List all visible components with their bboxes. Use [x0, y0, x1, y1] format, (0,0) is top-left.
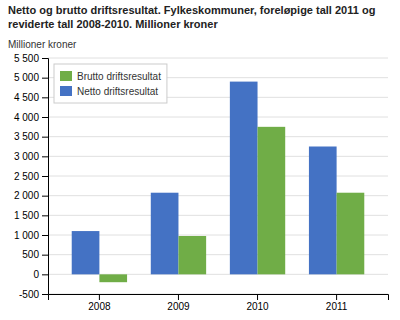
- x-tick-label: 2008: [88, 301, 111, 312]
- y-tick-label: 0: [33, 269, 39, 280]
- y-axis-line: [42, 59, 49, 295]
- y-tick-mark: [42, 78, 48, 79]
- x-tick-mark: [257, 294, 258, 300]
- y-tick: 2 000: [14, 190, 48, 201]
- bar-series: [99, 127, 364, 282]
- x-tick-mark: [336, 294, 337, 300]
- y-tick: 5 000: [14, 72, 48, 83]
- bar: [178, 236, 206, 274]
- title-line: Netto og brutto driftsresultat. Fylkesko…: [8, 4, 375, 16]
- y-tick-mark: [42, 117, 48, 118]
- y-tick-mark: [42, 156, 48, 157]
- legend-swatch: [60, 86, 72, 96]
- y-tick: 5 500: [14, 53, 48, 64]
- x-tick-label: 2011: [326, 301, 348, 312]
- x-axis-line: [49, 295, 389, 301]
- x-tick: 2011: [326, 294, 348, 312]
- y-tick-label: 5 500: [14, 53, 39, 64]
- chart: Netto og brutto driftsresultat. Fylkesko…: [0, 0, 400, 320]
- grid-line: [48, 156, 388, 157]
- plot: -500 0 500 1 000 1 500 2 000 2 500 3 000 3 500 4 …: [14, 53, 389, 312]
- y-tick-mark: [42, 97, 48, 98]
- y-tick: 2 500: [14, 171, 48, 182]
- y-tick: 4 500: [14, 92, 48, 103]
- bar: [151, 193, 179, 275]
- legend-swatch: [60, 71, 72, 81]
- bar: [99, 274, 127, 282]
- x-tick-mark: [178, 294, 179, 300]
- bar: [72, 231, 100, 274]
- x-tick-label: 2009: [167, 301, 190, 312]
- y-tick: 500: [22, 249, 48, 260]
- x-tick: 2010: [246, 294, 269, 312]
- grid-line: [48, 136, 388, 137]
- y-tick-label: -500: [19, 289, 39, 300]
- y-tick-label: 3 000: [14, 151, 39, 162]
- x-tick-label: 2010: [246, 301, 269, 312]
- y-tick-label: 4 500: [14, 92, 39, 103]
- y-tick-mark: [42, 137, 48, 138]
- y-tick-label: 2 500: [14, 171, 39, 182]
- y-tick-mark: [42, 196, 48, 197]
- bar: [337, 193, 365, 275]
- y-tick: 0: [33, 269, 48, 280]
- y-tick: 3 500: [14, 131, 48, 142]
- y-tick-mark: [42, 215, 48, 216]
- grid: [48, 58, 388, 294]
- y-tick: 1 000: [14, 230, 48, 241]
- bar: [258, 127, 286, 275]
- bar-series: [72, 82, 337, 275]
- y-axis: -500 0 500 1 000 1 500 2 000 2 500 3 000 3 500 4 …: [14, 53, 49, 300]
- x-axis: 2008 2009 2010 2011: [49, 294, 389, 312]
- y-tick: -500: [19, 289, 48, 300]
- y-tick-label: 4 000: [14, 112, 39, 123]
- title-line: reviderte tall 2008-2010. Millioner kron…: [8, 18, 218, 30]
- grid-line: [48, 176, 388, 177]
- y-tick-label: 500: [22, 249, 39, 260]
- grid-line: [48, 117, 388, 118]
- grid-line: [48, 58, 388, 59]
- x-tick: 2009: [167, 294, 190, 312]
- y-tick: 3 000: [14, 151, 48, 162]
- y-tick: 4 000: [14, 112, 48, 123]
- bar: [309, 147, 337, 275]
- title: Netto og brutto driftsresultat. Fylkesko…: [8, 4, 375, 30]
- y-tick-label: 1 000: [14, 230, 39, 241]
- y-tick-label: 5 000: [14, 72, 39, 83]
- y-tick-mark: [42, 176, 48, 177]
- legend-box: [54, 64, 167, 103]
- legend: Brutto driftsresultat Netto driftsresulta…: [54, 64, 167, 103]
- bars: [72, 82, 365, 283]
- y-tick-mark: [42, 294, 48, 295]
- y-tick-label: 1 500: [14, 210, 39, 221]
- legend-label: Brutto driftsresultat: [77, 71, 161, 82]
- x-tick: 2008: [88, 294, 111, 312]
- bar: [230, 82, 258, 275]
- x-tick-mark: [99, 294, 100, 300]
- y-tick: 1 500: [14, 210, 48, 221]
- y-axis-label: Millioner kroner: [8, 39, 77, 50]
- y-tick-label: 3 500: [14, 131, 39, 142]
- legend-label: Netto driftsresultat: [77, 86, 158, 97]
- y-tick-mark: [42, 58, 48, 59]
- y-tick-mark: [42, 274, 48, 275]
- y-tick-label: 2 000: [14, 190, 39, 201]
- y-tick-mark: [42, 235, 48, 236]
- y-tick-mark: [42, 255, 48, 256]
